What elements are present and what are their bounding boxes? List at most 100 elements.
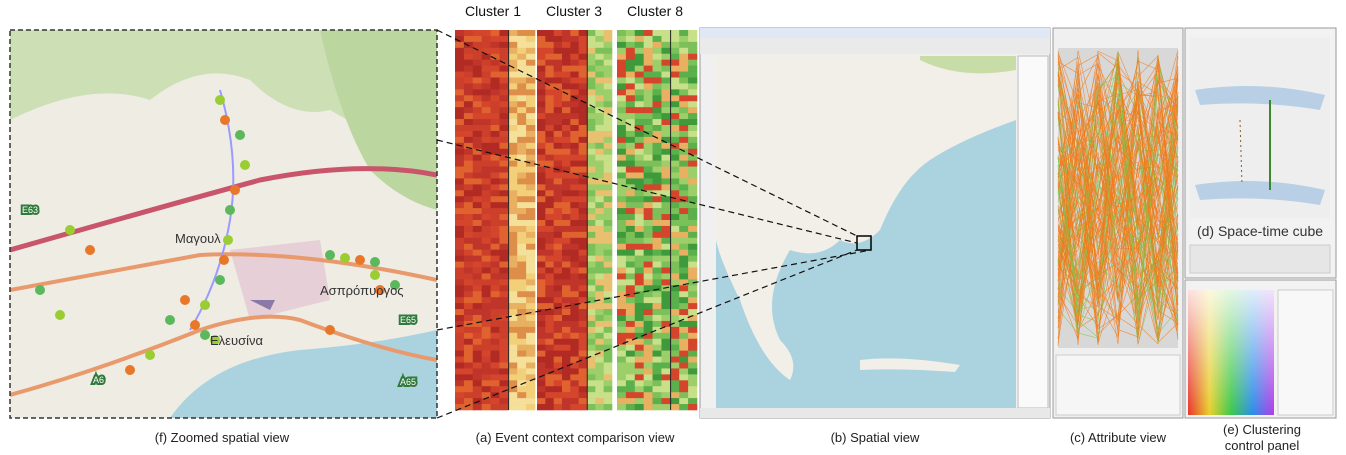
- heat-cell: [562, 155, 571, 161]
- heat-cell: [526, 113, 535, 119]
- heat-cell: [587, 42, 596, 48]
- heat-cell: [595, 315, 604, 321]
- heat-cell: [491, 220, 500, 226]
- heat-cell: [617, 214, 626, 220]
- heat-cell: [617, 36, 626, 42]
- heat-cell: [499, 321, 508, 327]
- heat-cell: [545, 386, 554, 392]
- heat-cell: [570, 351, 579, 357]
- heat-cell: [570, 89, 579, 95]
- heat-cell: [562, 119, 571, 125]
- heat-cell: [653, 119, 662, 125]
- heat-cell: [653, 327, 662, 333]
- heat-cell: [679, 244, 688, 250]
- heat-cell: [617, 244, 626, 250]
- heat-cell: [635, 339, 644, 345]
- heat-cell: [587, 196, 596, 202]
- heat-cell: [464, 54, 473, 60]
- heat-cell: [604, 273, 613, 279]
- heat-cell: [626, 238, 635, 244]
- heat-cell: [482, 363, 491, 369]
- heat-cell: [653, 60, 662, 66]
- heat-cell: [679, 250, 688, 256]
- heat-cell: [554, 321, 563, 327]
- heat-cell: [473, 42, 482, 48]
- heat-cell: [554, 78, 563, 84]
- heat-cell: [679, 72, 688, 78]
- heat-cell: [661, 291, 670, 297]
- heat-cell: [482, 374, 491, 380]
- heat-cell: [570, 285, 579, 291]
- heat-cell: [653, 291, 662, 297]
- heat-cell: [473, 327, 482, 333]
- heat-cell: [508, 374, 517, 380]
- heat-cell: [653, 89, 662, 95]
- heat-cell: [491, 244, 500, 250]
- heat-cell: [464, 232, 473, 238]
- heat-cell: [604, 36, 613, 42]
- heat-cell: [579, 42, 588, 48]
- heat-cell: [570, 125, 579, 131]
- heat-cell: [617, 327, 626, 333]
- heat-cell: [517, 386, 526, 392]
- heat-cell: [482, 309, 491, 315]
- heat-cell: [517, 137, 526, 143]
- heat-cell: [570, 101, 579, 107]
- heat-cell: [579, 220, 588, 226]
- heat-cell: [562, 36, 571, 42]
- heat-cell: [464, 220, 473, 226]
- heat-cell: [482, 30, 491, 36]
- heat-cell: [595, 137, 604, 143]
- heat-cell: [604, 155, 613, 161]
- heat-cell: [499, 256, 508, 262]
- heat-cell: [570, 113, 579, 119]
- heat-cell: [491, 273, 500, 279]
- heat-cell: [517, 333, 526, 339]
- heat-cell: [653, 273, 662, 279]
- heat-cell: [537, 196, 546, 202]
- heat-cell: [562, 339, 571, 345]
- heat-cell: [670, 250, 679, 256]
- heat-cell: [661, 42, 670, 48]
- heat-cell: [491, 279, 500, 285]
- heat-cell: [679, 363, 688, 369]
- heat-cell: [670, 72, 679, 78]
- heat-cell: [604, 125, 613, 131]
- heat-cell: [562, 220, 571, 226]
- heat-cell: [635, 167, 644, 173]
- heat-cell: [473, 291, 482, 297]
- heat-cell: [526, 83, 535, 89]
- heat-cell: [661, 345, 670, 351]
- heat-cell: [595, 279, 604, 285]
- heat-cell: [595, 214, 604, 220]
- heat-cell: [626, 262, 635, 268]
- heat-cell: [617, 161, 626, 167]
- heat-cell: [455, 303, 464, 309]
- heat-cell: [644, 250, 653, 256]
- heat-cell: [617, 238, 626, 244]
- heat-cell: [473, 232, 482, 238]
- heat-cell: [545, 190, 554, 196]
- heat-cell: [554, 297, 563, 303]
- heat-cell: [661, 125, 670, 131]
- heat-cell: [688, 392, 697, 398]
- heat-cell: [499, 339, 508, 345]
- heat-cell: [644, 273, 653, 279]
- heat-cell: [626, 184, 635, 190]
- heat-cell: [587, 268, 596, 274]
- heat-cell: [661, 214, 670, 220]
- caption: (f) Zoomed spatial view: [155, 430, 290, 445]
- heat-cell: [661, 279, 670, 285]
- heat-cell: [562, 392, 571, 398]
- heat-cell: [508, 83, 517, 89]
- heat-cell: [587, 232, 596, 238]
- heat-cell: [635, 273, 644, 279]
- heat-cell: [635, 363, 644, 369]
- heat-cell: [455, 279, 464, 285]
- heat-cell: [554, 161, 563, 167]
- heat-cell: [635, 232, 644, 238]
- heat-cell: [579, 268, 588, 274]
- heat-cell: [554, 339, 563, 345]
- heat-cell: [491, 345, 500, 351]
- heat-cell: [644, 78, 653, 84]
